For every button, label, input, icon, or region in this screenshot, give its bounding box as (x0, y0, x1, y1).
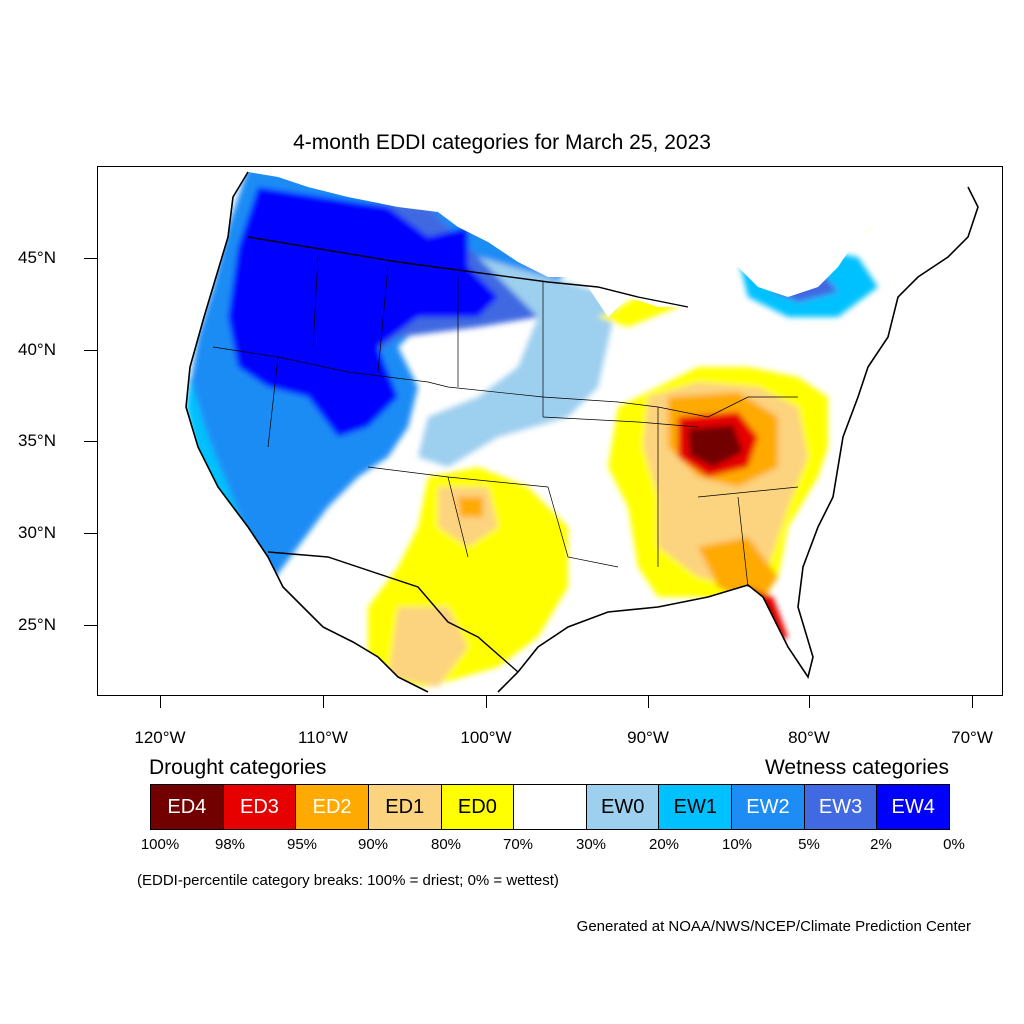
lat-label-40: 40°N (18, 340, 56, 359)
legend-box-ed3: ED3 (223, 785, 297, 829)
legend-box-ew0: EW0 (586, 785, 660, 829)
region-ew4-west (228, 187, 498, 437)
break-label: 90% (357, 836, 389, 853)
credit: Generated at NOAA/NWS/NCEP/Climate Predi… (576, 918, 971, 935)
break-label: 10% (721, 836, 753, 853)
lat-tick (84, 441, 97, 442)
legend-box-ed1: ED1 (368, 785, 442, 829)
lon-label-100: 100°W (460, 728, 512, 747)
legend-box-normal (514, 785, 587, 829)
legend-box-ew2: EW2 (732, 785, 805, 829)
legend-box-ew1: EW1 (659, 785, 733, 829)
drought-heading: Drought categories (149, 756, 327, 779)
lon-tick (486, 696, 487, 708)
map-frame (97, 166, 1003, 696)
break-label: 5% (798, 836, 820, 853)
map-title: 4-month EDDI categories for March 25, 20… (293, 131, 711, 154)
lon-tick (648, 696, 649, 708)
lat-tick (84, 625, 97, 626)
break-label: 70% (502, 836, 534, 853)
break-label: 2% (870, 836, 892, 853)
coastline (185, 171, 979, 693)
lat-label-25: 25°N (18, 615, 56, 634)
eddi-shading (186, 172, 878, 687)
legend-box-ed4: ED4 (151, 785, 224, 829)
lon-tick (809, 696, 810, 708)
break-label: 30% (575, 836, 607, 853)
lon-label-90: 90°W (627, 728, 669, 747)
break-label: 98% (214, 836, 246, 853)
lat-tick (84, 533, 97, 534)
country-border (247, 236, 689, 673)
lat-label-45: 45°N (18, 248, 56, 267)
lon-label-120: 120°W (134, 728, 186, 747)
region-ew0-north (548, 217, 618, 277)
break-label: 95% (286, 836, 318, 853)
lon-label-70: 70°W (951, 728, 993, 747)
lon-tick (972, 696, 973, 708)
legend-box-ew4: EW4 (877, 785, 950, 829)
lat-tick (84, 350, 97, 351)
lat-tick (84, 258, 97, 259)
eddi-map (185, 171, 979, 693)
break-label: 100% (140, 836, 180, 853)
lon-tick (323, 696, 324, 708)
state-borders (212, 256, 799, 588)
region-ed1-southwest (388, 487, 498, 687)
lat-label-35: 35°N (18, 431, 56, 450)
region-ed3-east (678, 412, 788, 647)
wetness-heading: Wetness categories (764, 756, 949, 779)
lon-tick (160, 696, 161, 708)
legend-box-ed2: ED2 (296, 785, 369, 829)
legend-box-ed0: ED0 (441, 785, 515, 829)
break-label: 0% (943, 836, 965, 853)
break-label: 80% (430, 836, 462, 853)
lon-label-80: 80°W (788, 728, 830, 747)
region-ew0-plains (418, 257, 618, 467)
breaks-note: (EDDI-percentile category breaks: 100% =… (137, 872, 559, 889)
legend-bar: ED4 ED3 ED2 ED1 ED0 EW0 EW1 EW2 EW3 EW4 (150, 784, 950, 830)
lon-label-110: 110°W (298, 728, 348, 747)
legend-box-ew3: EW3 (804, 785, 878, 829)
lat-label-30: 30°N (18, 523, 56, 542)
break-label: 20% (648, 836, 680, 853)
region-ed2-southwest (458, 497, 483, 517)
